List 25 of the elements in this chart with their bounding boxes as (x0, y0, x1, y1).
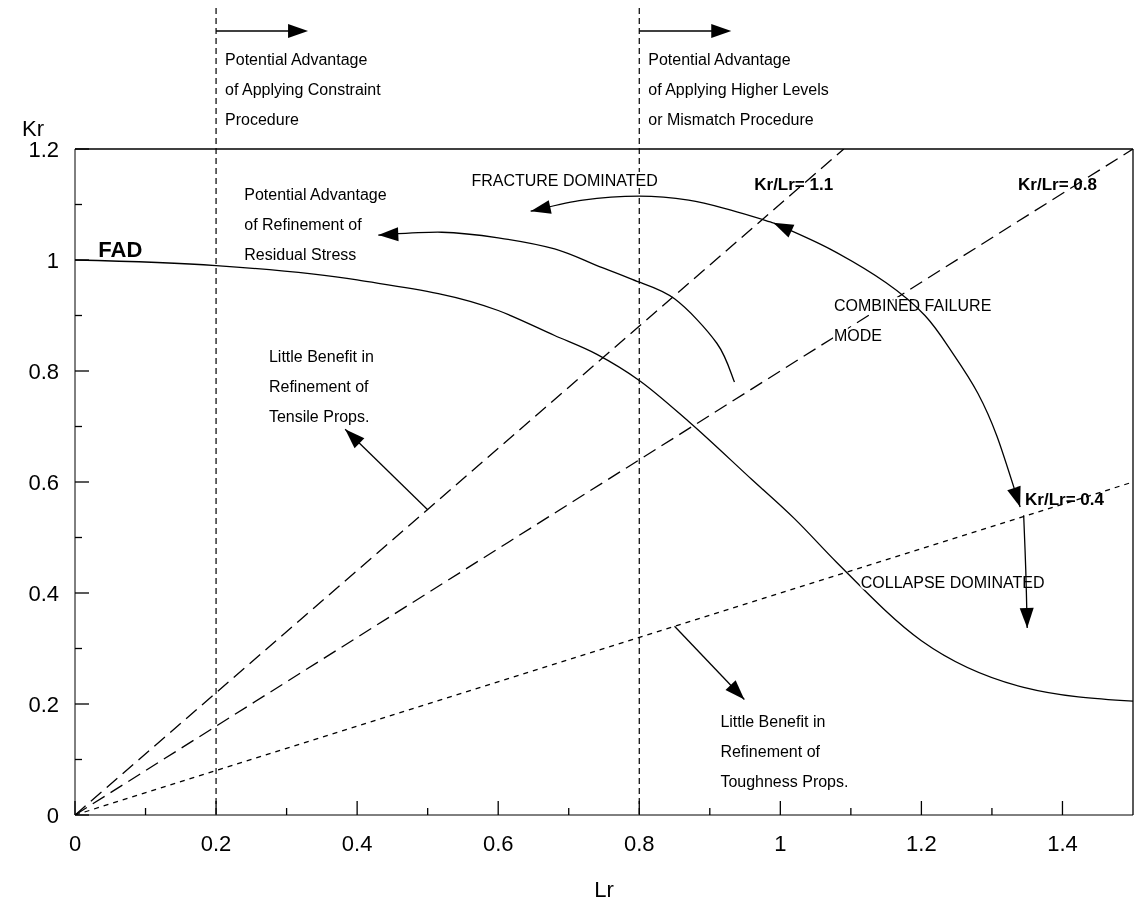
annotation: Potential Advantage of Refinement of Residual Stress (244, 186, 387, 264)
y-tick-label: 0 (46, 802, 59, 828)
annotation: FRACTURE DOMINATED (471, 172, 658, 190)
series-label: FAD (98, 236, 143, 262)
x-tick-label: 0.4 (341, 830, 373, 856)
x-tick-label: 1.2 (906, 830, 937, 856)
y-tick-label: 0.4 (28, 580, 59, 606)
ref-line-label: Potential Advantage of Applying Constraint Procedure (225, 51, 382, 128)
x-tick-label: 0.8 (623, 830, 655, 856)
x-tick-label: 0.2 (200, 830, 232, 856)
ref-line-label: Potential Advantage of Applying Higher Levels or Mismatch Procedure (648, 51, 829, 128)
annotation: Little Benefit in Refinement of Tensile Props. (268, 348, 374, 426)
x-tick-label: 1.4 (1047, 830, 1078, 856)
y-tick-label: 0.8 (28, 358, 59, 384)
y-tick-label: 0.2 (28, 691, 59, 717)
x-tick-label: 0 (68, 830, 82, 856)
y-tick-label: 0.6 (28, 469, 59, 495)
series-label: Kr/Lr= 1.1 (754, 175, 834, 195)
x-axis-title: Lr (594, 877, 614, 902)
series-label: Kr/Lr= 0.4 (1025, 490, 1105, 510)
series-label: Kr/Lr= 0.8 (1018, 175, 1097, 195)
y-tick-label: 1 (46, 247, 59, 273)
x-tick-label: 0.6 (482, 830, 514, 856)
x-tick-label: 1 (774, 830, 787, 856)
annotation: Little Benefit in Refinement of Toughness Props. (720, 712, 849, 790)
